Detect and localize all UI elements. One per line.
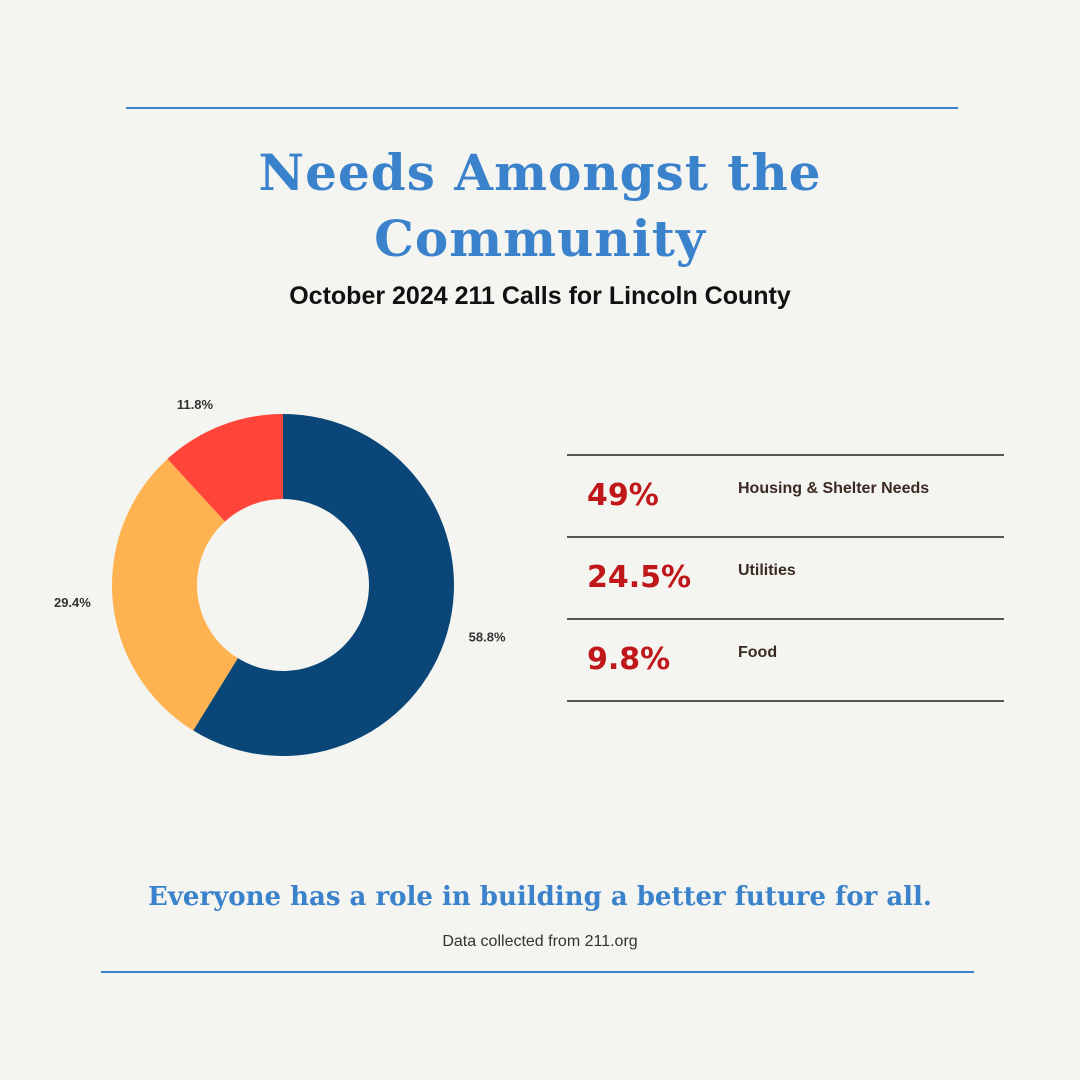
donut-chart: 58.8% 29.4% 11.8% — [54, 397, 506, 756]
page-subtitle: October 2024 211 Calls for Lincoln Count… — [289, 282, 791, 310]
stat-value: 49% — [587, 478, 659, 513]
stat-label: Utilities — [738, 562, 796, 579]
donut-slice — [111, 458, 238, 731]
donut-slice — [167, 414, 283, 522]
slice-label: 11.8% — [177, 397, 214, 412]
donut-slice — [193, 414, 455, 756]
stats-table: 49% Housing & Shelter Needs 24.5% Utilit… — [567, 454, 1004, 702]
stat-row-food: 9.8% Food — [567, 618, 1004, 702]
bottom-divider — [101, 971, 974, 973]
top-divider — [126, 107, 958, 109]
tagline: Everyone has a role in building a better… — [148, 882, 932, 912]
stat-value: 24.5% — [587, 560, 692, 595]
source-note: Data collected from 211.org — [442, 933, 638, 950]
stat-row-housing: 49% Housing & Shelter Needs — [567, 454, 1004, 536]
stat-value: 9.8% — [587, 642, 671, 677]
slice-label: 29.4% — [54, 595, 91, 610]
stat-label: Food — [738, 644, 778, 661]
stat-label: Housing & Shelter Needs — [738, 480, 930, 497]
stat-row-utilities: 24.5% Utilities — [567, 536, 1004, 618]
slice-label: 58.8% — [469, 630, 506, 645]
page-title: Needs Amongst the Community — [258, 143, 822, 268]
